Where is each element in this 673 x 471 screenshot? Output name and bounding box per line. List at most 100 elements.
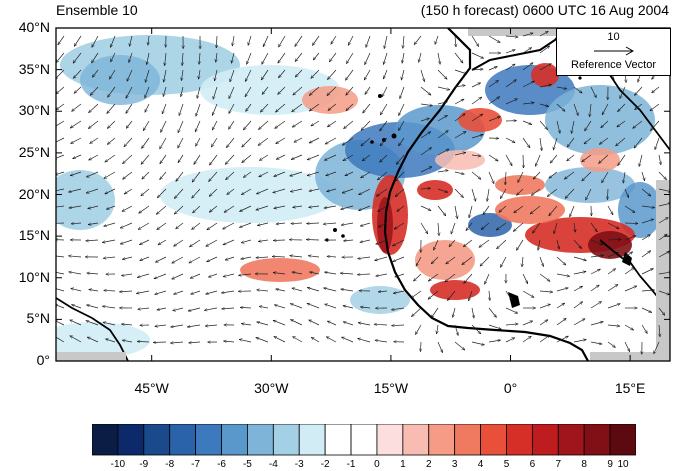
wind-vector bbox=[505, 50, 515, 54]
wind-vector bbox=[313, 52, 320, 60]
wind-vector bbox=[533, 171, 541, 179]
wind-vector bbox=[104, 290, 116, 291]
wind-vector bbox=[159, 137, 167, 149]
wind-vector bbox=[624, 188, 630, 198]
wind-vector bbox=[658, 290, 670, 295]
wind-vector bbox=[340, 273, 354, 274]
wind-vector bbox=[242, 137, 252, 147]
colorbar-label: 10 bbox=[617, 459, 629, 470]
wind-vector bbox=[556, 288, 568, 292]
wind-vector bbox=[658, 307, 665, 315]
wind-vector bbox=[125, 103, 133, 114]
wind-vector bbox=[56, 86, 65, 94]
wind-vector bbox=[274, 205, 286, 208]
anomaly-blob bbox=[56, 322, 150, 358]
wind-vector bbox=[364, 52, 371, 65]
wind-vector bbox=[420, 205, 431, 211]
wind-vector bbox=[539, 256, 544, 267]
wind-vector bbox=[556, 120, 560, 133]
wind-vector bbox=[274, 336, 286, 343]
wind-vector bbox=[256, 205, 269, 210]
wind-vector bbox=[437, 170, 448, 172]
wind-vector bbox=[56, 120, 65, 128]
wind-vector bbox=[376, 239, 388, 244]
wind-vector bbox=[206, 239, 218, 247]
wind-vector bbox=[380, 137, 388, 146]
colorbar-label: 9 bbox=[607, 459, 613, 470]
wind-vector bbox=[278, 69, 286, 78]
wind-vector bbox=[326, 336, 337, 343]
wind-vector bbox=[471, 307, 474, 318]
wind-vector bbox=[177, 154, 184, 163]
wind-vector bbox=[144, 103, 150, 112]
wind-vector bbox=[505, 307, 518, 314]
wind-vector bbox=[522, 137, 530, 148]
colorbar-label: 0 bbox=[374, 459, 380, 470]
wind-vector bbox=[124, 188, 133, 195]
wind-vector bbox=[122, 154, 133, 164]
wind-vector bbox=[179, 103, 184, 116]
wind-vector bbox=[499, 205, 507, 212]
wind-vector bbox=[89, 289, 99, 291]
colorbar-swatch bbox=[324, 424, 352, 456]
wind-vector bbox=[420, 166, 432, 173]
wind-vector bbox=[550, 154, 558, 163]
wind-vector bbox=[500, 256, 507, 267]
wind-vector bbox=[56, 272, 65, 275]
wind-vector bbox=[323, 223, 337, 224]
wind-vector bbox=[497, 239, 507, 249]
wind-vector bbox=[141, 154, 150, 164]
wind-vector bbox=[420, 118, 430, 122]
wind-vector bbox=[87, 273, 99, 274]
colorbar-swatch bbox=[583, 424, 611, 456]
wind-vector bbox=[211, 103, 218, 116]
wind-vector bbox=[539, 137, 542, 151]
wind-vector bbox=[120, 239, 133, 244]
wind-vector bbox=[122, 256, 133, 259]
wind-vector bbox=[590, 268, 601, 275]
wind-vector bbox=[573, 103, 578, 116]
wind-vector bbox=[420, 148, 432, 156]
wind-vector bbox=[358, 338, 371, 343]
colorbar-swatch bbox=[350, 424, 378, 456]
wind-vector bbox=[141, 188, 150, 196]
wind-vector bbox=[182, 52, 183, 66]
wind-vector bbox=[658, 250, 670, 258]
wind-vector bbox=[156, 205, 167, 214]
wind-vector bbox=[641, 251, 651, 258]
wind-vector bbox=[226, 137, 235, 148]
anomaly-blob bbox=[495, 175, 545, 195]
wind-vector bbox=[398, 103, 405, 116]
wind-vector bbox=[157, 188, 167, 198]
wind-vector bbox=[522, 103, 534, 104]
wind-vector bbox=[607, 341, 616, 348]
wind-vector bbox=[437, 69, 447, 79]
wind-vector bbox=[624, 324, 634, 331]
wind-vector bbox=[91, 35, 99, 47]
wind-vector bbox=[624, 285, 637, 292]
wind-vector bbox=[359, 188, 371, 196]
wind-vector bbox=[618, 154, 626, 166]
wind-vector bbox=[505, 137, 515, 144]
wind-vector bbox=[228, 103, 235, 114]
wind-vector bbox=[293, 336, 303, 343]
wind-vector bbox=[471, 155, 481, 156]
wind-vector bbox=[56, 52, 65, 63]
wind-vector bbox=[91, 52, 99, 63]
wind-vector bbox=[505, 98, 518, 105]
wind-vector bbox=[327, 86, 337, 96]
wind-vector bbox=[306, 240, 320, 241]
wind-vector bbox=[471, 188, 476, 201]
wind-vector bbox=[391, 325, 405, 326]
wind-vector bbox=[341, 205, 354, 209]
wind-vector bbox=[599, 137, 609, 144]
wind-vector bbox=[205, 325, 218, 326]
wind-vector bbox=[223, 273, 235, 277]
wind-vector bbox=[539, 335, 550, 343]
wind-vector bbox=[549, 205, 558, 216]
wind-vector bbox=[140, 256, 150, 261]
wind-vector bbox=[211, 137, 218, 147]
colorbar-swatch bbox=[221, 424, 248, 456]
wind-vector bbox=[86, 240, 99, 241]
wind-vector bbox=[70, 335, 82, 343]
